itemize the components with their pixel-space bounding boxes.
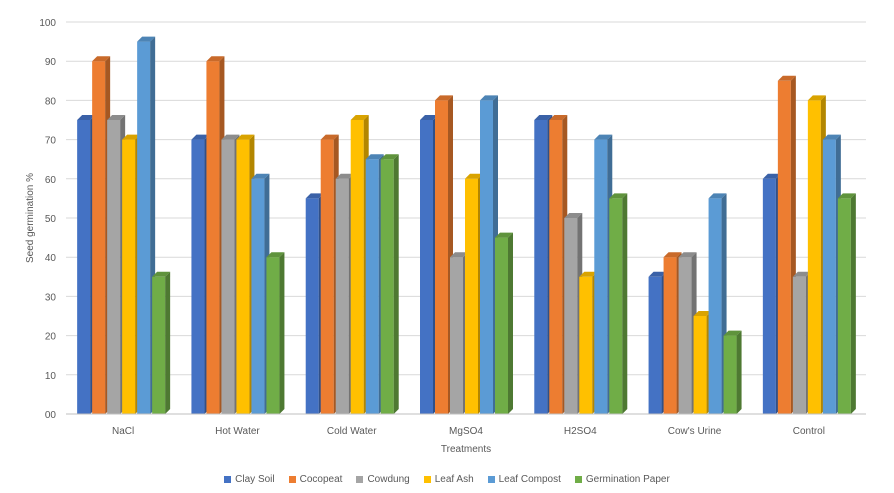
bar: [723, 330, 742, 414]
bar: [380, 154, 399, 414]
bar: [266, 252, 285, 414]
legend-item: Clay Soil: [224, 474, 275, 485]
legend-swatch: [356, 476, 364, 483]
y-tick-label: 30: [45, 292, 57, 303]
bar: [137, 36, 156, 414]
x-tick-label: Cold Water: [327, 426, 377, 437]
legend-label: Cowdung: [367, 474, 410, 485]
y-tick-label: 50: [45, 214, 57, 225]
x-tick-label: MgSO4: [449, 426, 483, 437]
legend-label: Cocopeat: [299, 474, 343, 485]
x-tick-label: H2SO4: [564, 426, 597, 437]
bars: [77, 36, 856, 415]
legend-item: Leaf Ash: [423, 474, 474, 485]
legend-swatch: [574, 476, 582, 483]
legend-item: Cocopeat: [288, 474, 343, 485]
y-tick-label: 60: [45, 175, 57, 186]
bar-chart-svg: 00 10 20 30 40 50 60 70 80 90 100 NaCl Hot Water Col…: [25, 18, 866, 455]
legend-label: Leaf Compost: [498, 474, 561, 485]
legend-item: Germination Paper: [574, 474, 670, 485]
y-tick-label: 10: [45, 371, 57, 382]
y-tick-label: 40: [45, 253, 57, 264]
x-tick-label: Control: [793, 426, 825, 437]
y-tick-label: 00: [45, 410, 57, 421]
y-tick-label: 90: [45, 57, 57, 68]
legend-item: Leaf Compost: [487, 474, 561, 485]
x-tick-label: Hot Water: [215, 426, 260, 437]
legend-label: Leaf Ash: [434, 474, 474, 485]
y-tick-label: 100: [39, 18, 56, 29]
x-tick-label: NaCl: [112, 426, 134, 437]
legend-swatch: [487, 476, 495, 483]
y-tick-label: 70: [45, 136, 57, 147]
legend-swatch: [288, 476, 296, 483]
x-axis-ticks: NaCl Hot Water Cold Water MgSO4 H2SO4 Cow's U…: [112, 426, 825, 437]
bar: [152, 271, 171, 414]
bar: [495, 232, 513, 414]
legend-swatch: [224, 476, 232, 483]
x-tick-label: Cow's Urine: [668, 426, 722, 437]
legend: Clay Soil Cocopeat Cowdung Leaf Ash Leaf Com…: [0, 474, 894, 485]
y-tick-label: 20: [45, 332, 57, 343]
bar: [609, 193, 628, 414]
y-axis-label: Seed germination %: [25, 173, 36, 263]
bar: [708, 193, 727, 414]
y-axis-ticks: 00 10 20 30 40 50 60 70 80 90 100: [39, 18, 56, 421]
y-tick-label: 80: [45, 96, 57, 107]
legend-item: Cowdung: [356, 474, 410, 485]
bar: [837, 193, 856, 414]
legend-swatch: [423, 476, 431, 483]
x-axis-label: Treatments: [441, 444, 491, 455]
legend-label: Clay Soil: [235, 474, 275, 485]
legend-label: Germination Paper: [585, 474, 670, 485]
